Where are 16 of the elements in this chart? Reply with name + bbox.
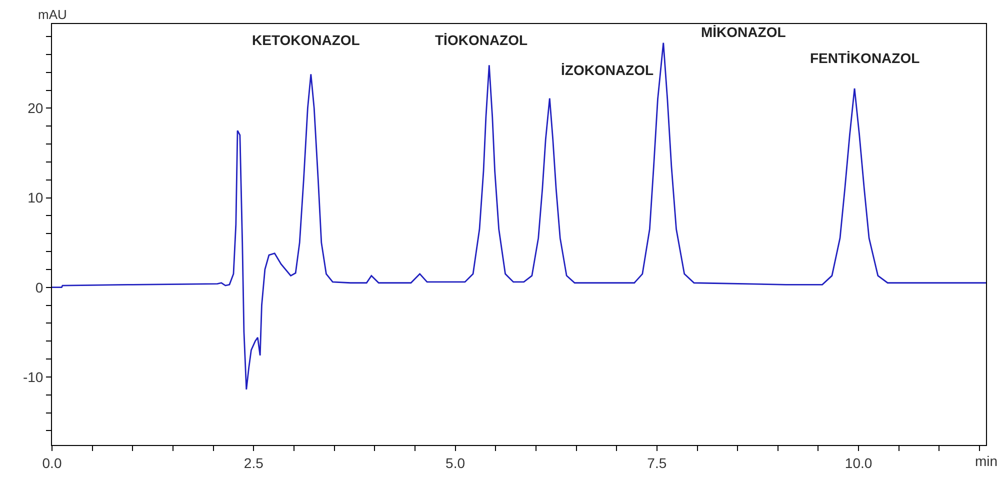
y-tick-label: 0 <box>35 279 44 296</box>
y-tick-label: 20 <box>28 100 44 116</box>
annotation: FENTİKONAZOL <box>810 50 920 66</box>
annotation: KETOKONAZOL <box>252 32 360 48</box>
x-tick-label: 2.5 <box>244 454 264 471</box>
x-tick-label: 0.0 <box>42 454 62 471</box>
x-axis-title: min <box>975 453 998 469</box>
x-tick-label: 7.5 <box>647 454 667 471</box>
y-axis-title: mAU <box>38 7 67 22</box>
y-tick-label: 10 <box>28 190 44 206</box>
y-tick-label: -10 <box>22 368 44 385</box>
annotation: MİKONAZOL <box>701 24 786 40</box>
x-tick-label: 5.0 <box>446 454 466 471</box>
annotation: TİOKONAZOL <box>435 32 528 48</box>
annotation: İZOKONAZOL <box>561 62 654 78</box>
x-tick-label: 10.0 <box>844 454 872 471</box>
